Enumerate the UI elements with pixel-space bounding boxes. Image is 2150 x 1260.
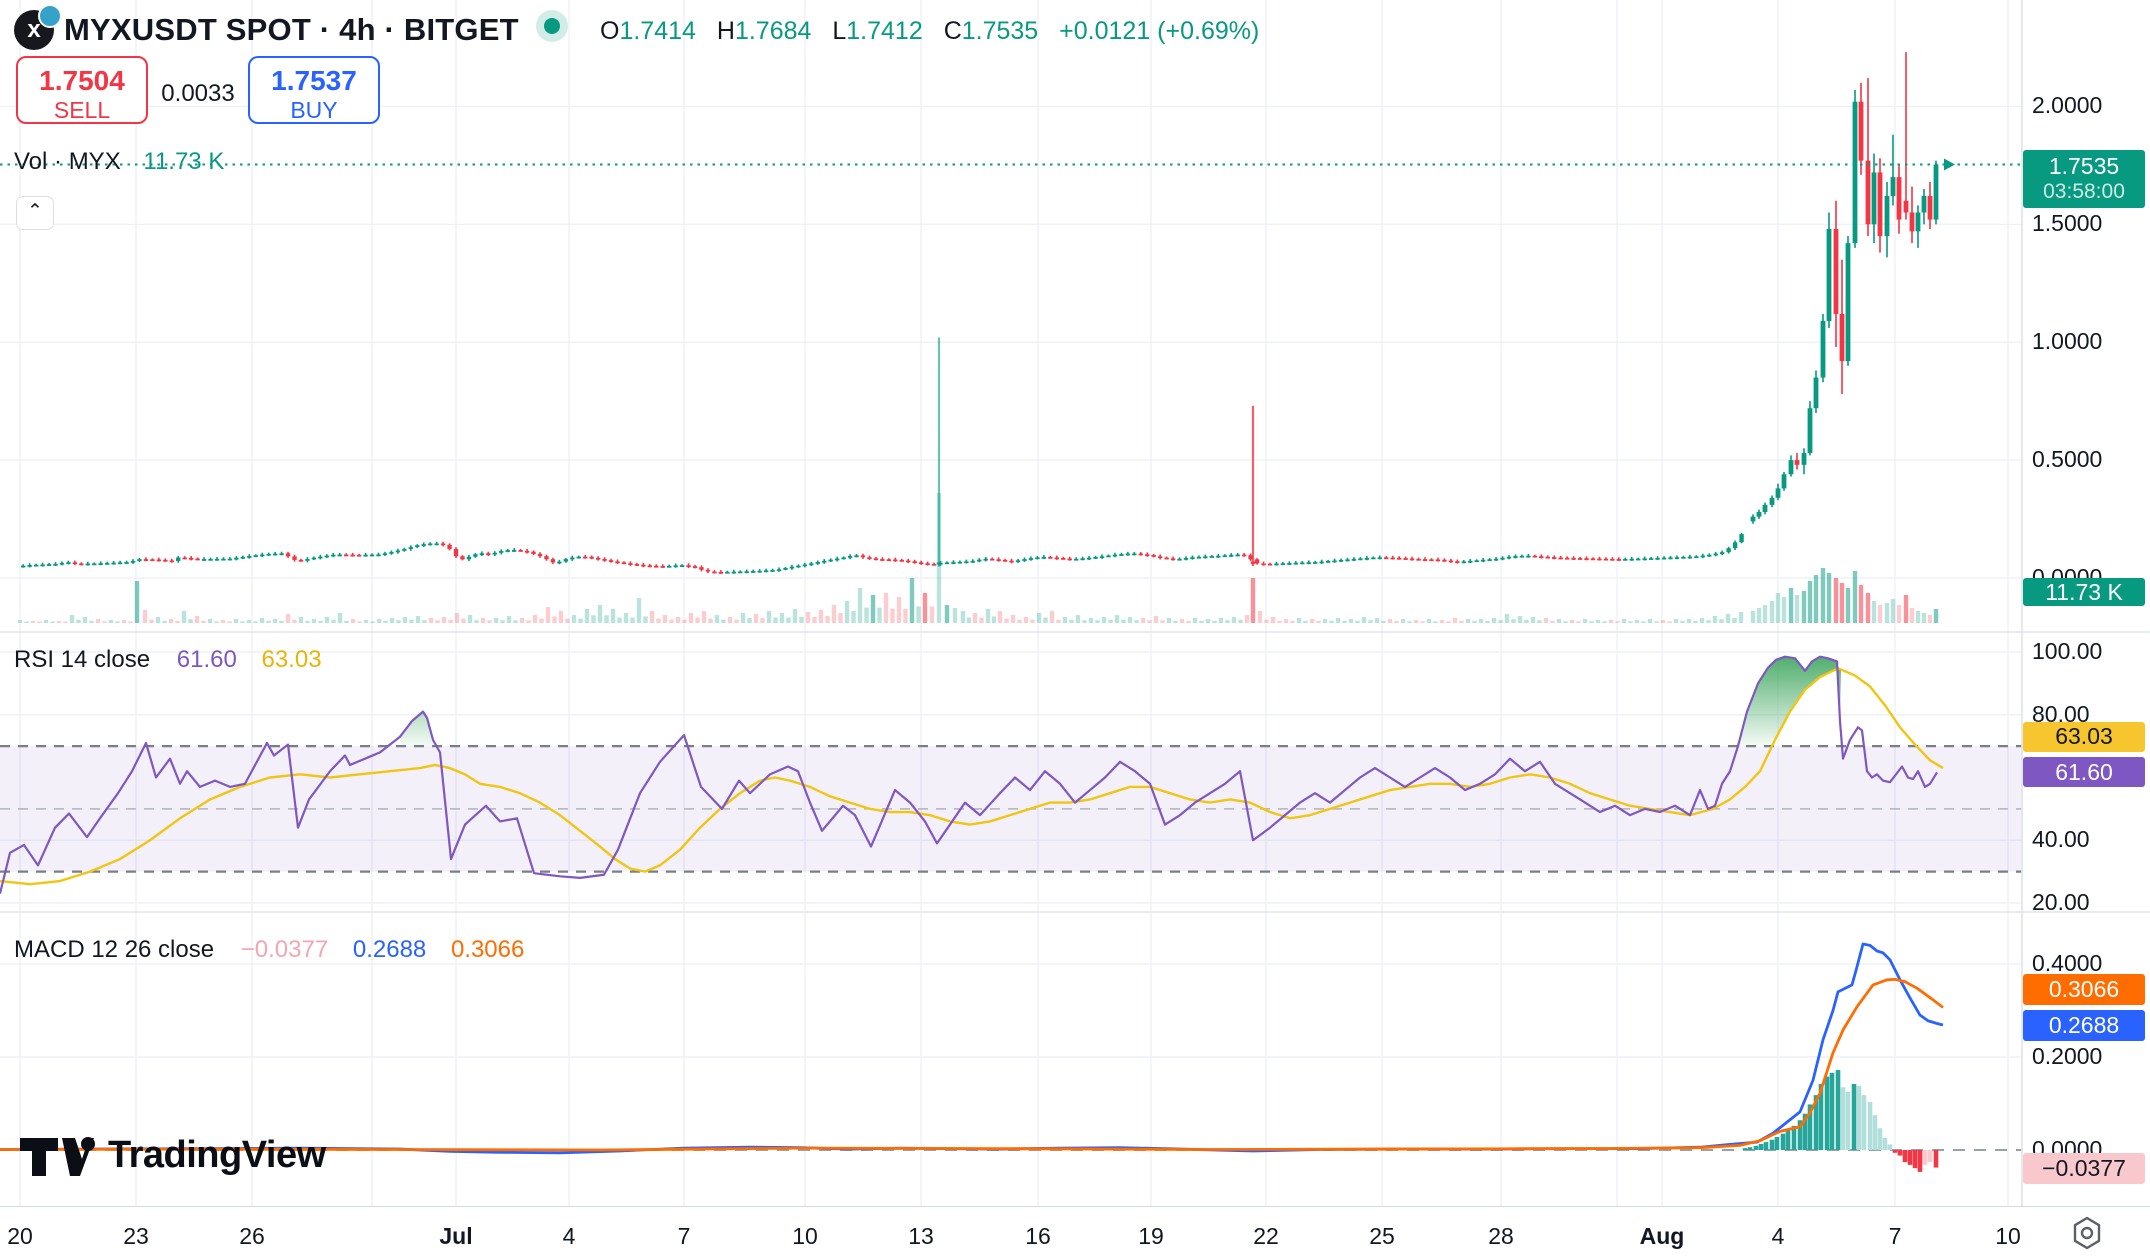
time-tick-label: 4 [1771,1223,1785,1249]
macd-axis-label: 0.4000 [2032,950,2103,976]
volume-series [17,493,1939,623]
rsi-legend[interactable]: RSI 14 close 61.60 63.03 [14,646,322,674]
macd-legend[interactable]: MACD 12 26 close −0.0377 0.2688 0.3066 [14,936,524,964]
macd-signal-badge: 0.3066 [2023,974,2145,1006]
time-tick-label: 16 [1025,1223,1051,1249]
time-tick-label: 13 [908,1223,934,1249]
time-tick-label: Jul [439,1223,473,1249]
macd-axis-label: 0.2000 [2032,1043,2103,1069]
market-status-dot [536,10,568,42]
rsi-band [0,745,2022,873]
macd-hist-badge: −0.0377 [2023,1152,2145,1184]
volume-badge: 11.73 K [2023,578,2145,606]
ohlc-low-value: 1.7412 [846,17,923,45]
volume-legend[interactable]: Vol · MYX 11.73 K [14,148,224,176]
buy-label: BUY [290,97,338,123]
sell-price: 1.7504 [39,65,125,96]
current-price-line [0,158,2022,171]
ohlc-close-value: 1.7535 [961,17,1039,45]
ohlc-change-value: +0.0121 (+0.69%) [1059,17,1260,45]
time-axis-settings-icon[interactable] [2069,1215,2105,1251]
rsi-legend-value: 61.60 [176,646,237,673]
time-tick-label: 26 [239,1223,265,1249]
ohlc-open-value: 1.7414 [619,17,696,45]
time-tick-label: 19 [1138,1223,1164,1249]
macd-badge: 0.2688 [2023,1010,2145,1041]
time-tick-label: 20 [7,1223,33,1249]
ohlc-close-key: C [943,17,962,45]
rsi-ma-badge: 63.03 [2023,721,2145,752]
buy-button[interactable]: 1.7537 BUY [248,56,380,124]
rsi-fill [400,656,1841,753]
rsi-axis-label: 100.00 [2032,638,2103,664]
sell-label: SELL [53,97,111,123]
current-price-badge: 1.7535 03:58:00 [2023,149,2145,208]
ohlc-low-key: L [832,17,847,45]
rsi-badge: 61.60 [2023,757,2145,788]
symbol-logo-circle: x [14,10,54,50]
time-tick-label: 22 [1253,1223,1279,1249]
price-axis-label: 0.5000 [2032,446,2103,473]
sell-button[interactable]: 1.7504 SELL [16,56,148,124]
symbol-title[interactable]: MYXUSDT SPOT · 4h · BITGET [64,12,519,47]
macd-line-legend-value: 0.2688 [352,936,427,963]
exchange-badge-icon [38,4,62,28]
macd-histogram [1742,1070,1939,1172]
rsi-ma-legend-value: 63.03 [261,646,322,673]
time-tick-label: 28 [1488,1223,1514,1249]
symbol-logo[interactable]: x [14,4,62,50]
ohlc-high-key: H [716,17,735,45]
price-axis-label: 2.0000 [2032,92,2103,119]
ohlc-readout: O1.7414 H1.7684 L1.7412 C1.7535 +0.0121 … [600,17,1259,46]
volume-legend-value: 11.73 K [143,148,225,175]
tradingview-logo[interactable]: TradingView [18,1132,326,1178]
rsi-axis-label: 40.00 [2032,826,2090,853]
macd-legend-label: MACD 12 26 close [14,936,215,963]
time-tick-label: 7 [677,1223,691,1249]
rsi-axis-label: 20.00 [2032,889,2090,915]
time-axis[interactable]: 20 23 26 Jul 4 7 10 13 16 19 22 25 28 Aug 4 7 10 [0,1206,2150,1260]
macd-hist-legend-value: −0.0377 [240,936,329,963]
time-tick-label: 7 [1888,1223,1902,1249]
price-axis-label: 1.5000 [2032,210,2103,237]
spread-value: 0.0033 [161,80,235,107]
volume-legend-label: Vol · MYX [14,148,121,175]
price-axis-label: 1.0000 [2032,328,2103,355]
grid [0,0,2022,1206]
candlestick-series [21,52,1939,574]
ohlc-open-key: O [600,17,620,45]
ohlc-high-value: 1.7684 [734,17,812,45]
macd-line [0,942,1944,1155]
time-tick-label: 4 [562,1223,576,1249]
time-tick-label: 23 [123,1223,149,1249]
time-tick-label: 10 [792,1223,818,1249]
rsi-line [0,655,1938,894]
time-tick-label: Aug [1639,1223,1685,1249]
tradingview-logo-text: TradingView [108,1133,326,1176]
collapse-pane-button[interactable]: ⌃ [16,196,54,230]
tradingview-logo-icon [20,1137,95,1176]
time-tick-label: 25 [1369,1223,1395,1249]
macd-signal-line [0,977,1944,1152]
macd-signal-legend-value: 0.3066 [450,936,525,963]
rsi-legend-label: RSI 14 close [14,646,151,673]
time-tick-label: 10 [1995,1223,2021,1249]
buy-price: 1.7537 [271,65,357,96]
